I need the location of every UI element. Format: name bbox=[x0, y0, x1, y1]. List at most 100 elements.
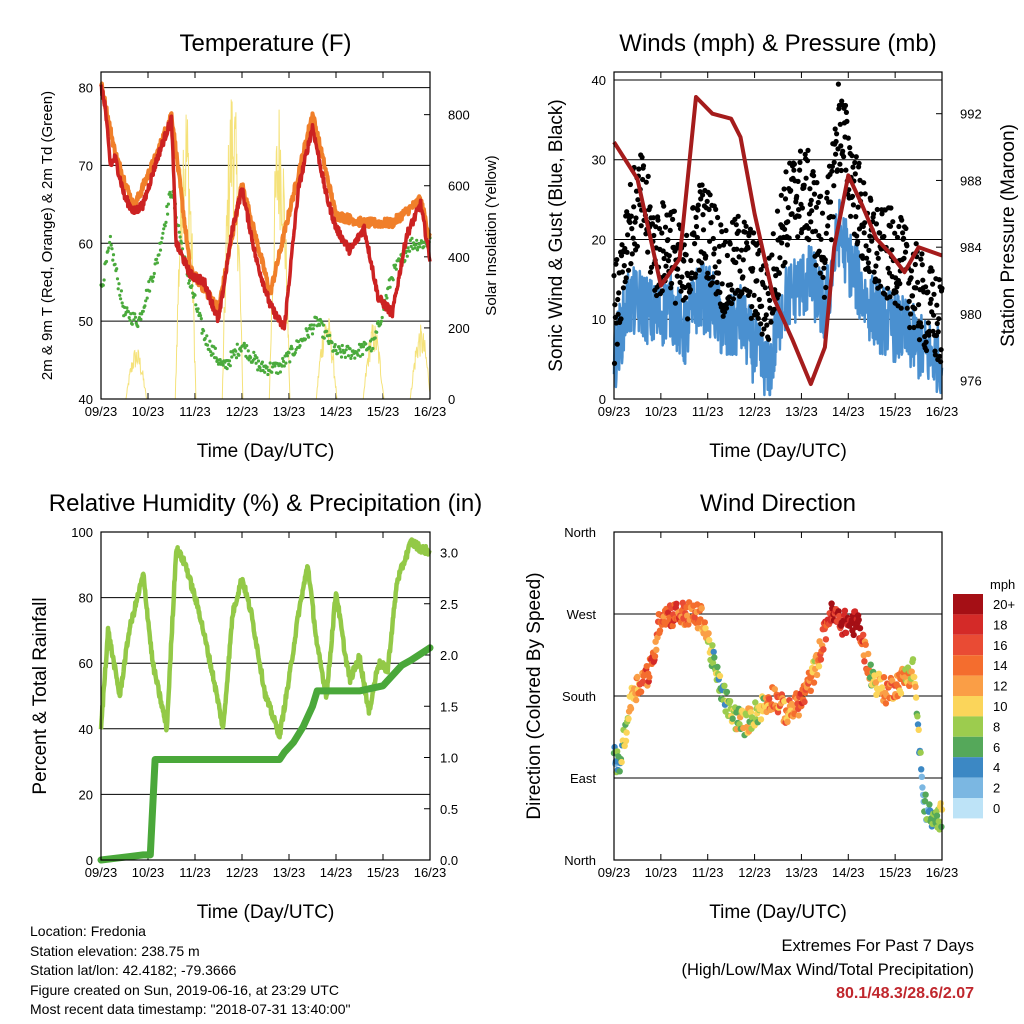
dewpoint-point bbox=[148, 289, 152, 293]
gust-point bbox=[695, 207, 701, 213]
dewpoint-point bbox=[318, 323, 322, 327]
direction-point bbox=[701, 619, 708, 626]
gust-point bbox=[707, 192, 713, 198]
dewpoint-point bbox=[128, 318, 132, 322]
direction-point bbox=[709, 659, 717, 667]
gust-point bbox=[618, 253, 625, 259]
panel-humidity: Relative Humidity (%) & Precipitation (i… bbox=[30, 490, 482, 923]
gust-point bbox=[722, 309, 728, 315]
dewpoint-point bbox=[132, 318, 136, 322]
direction-point bbox=[908, 668, 915, 675]
gust-point bbox=[925, 320, 932, 326]
dewpoint-point bbox=[239, 349, 243, 353]
gust-point bbox=[930, 328, 936, 334]
temperature-y2label: Solar Insolation (Yellow) bbox=[483, 155, 500, 315]
gust-point bbox=[934, 320, 940, 327]
dewpoint-point bbox=[285, 354, 289, 358]
gust-point bbox=[756, 296, 762, 303]
dewpoint-point bbox=[159, 241, 163, 245]
gust-point bbox=[831, 159, 837, 165]
gust-point bbox=[869, 238, 875, 244]
gust-point bbox=[759, 303, 765, 309]
direction-point bbox=[911, 673, 918, 681]
gust-point bbox=[767, 305, 773, 311]
dewpoint-point bbox=[209, 350, 213, 354]
gust-point bbox=[904, 305, 910, 311]
gust-point bbox=[619, 242, 625, 248]
dewpoint-point bbox=[151, 275, 156, 279]
winds-ytick-label: 0 bbox=[599, 392, 606, 407]
gust-point bbox=[818, 193, 824, 199]
gust-point bbox=[747, 289, 753, 295]
gust-point bbox=[628, 213, 634, 219]
dewpoint-point bbox=[254, 361, 258, 365]
gust-point bbox=[825, 223, 831, 229]
direction-xtick-label: 11/23 bbox=[692, 865, 724, 880]
dewpoint-point bbox=[287, 351, 291, 355]
direction-point bbox=[880, 674, 888, 681]
gust-point bbox=[771, 306, 777, 312]
dewpoint-point bbox=[379, 322, 383, 326]
gust-point bbox=[785, 219, 791, 225]
gust-point bbox=[763, 312, 769, 318]
dewpoint-point bbox=[281, 356, 285, 361]
gust-point bbox=[839, 98, 845, 104]
gust-point bbox=[650, 215, 657, 221]
dewpoint-point bbox=[145, 296, 149, 300]
direction-title: Wind Direction bbox=[700, 490, 856, 517]
gust-point bbox=[783, 169, 789, 175]
dewpoint-point bbox=[268, 361, 272, 365]
gust-point bbox=[742, 229, 748, 235]
gust-point bbox=[669, 280, 675, 287]
gust-point bbox=[811, 173, 817, 179]
direction-point bbox=[815, 663, 823, 670]
gust-point bbox=[636, 166, 642, 172]
gust-point bbox=[807, 186, 813, 192]
direction-point bbox=[937, 800, 944, 807]
dewpoint-point bbox=[108, 234, 112, 239]
gust-point bbox=[797, 148, 804, 154]
extremes-values: 80.1/48.3/28.6/2.07 bbox=[836, 985, 974, 1002]
direction-xtick-label: 12/23 bbox=[738, 865, 771, 880]
gust-point bbox=[888, 205, 894, 211]
direction-point bbox=[716, 672, 724, 680]
dewpoint-point bbox=[243, 346, 247, 350]
dewpoint-point bbox=[199, 317, 203, 321]
direction-point bbox=[836, 612, 843, 620]
gust-point bbox=[730, 296, 737, 302]
gust-point bbox=[661, 255, 667, 262]
humidity-y2tick-label: 1.0 bbox=[440, 751, 458, 766]
gust-point bbox=[711, 251, 717, 257]
direction-point bbox=[889, 677, 896, 684]
direction-point bbox=[673, 600, 680, 607]
legend-swatch bbox=[953, 675, 983, 696]
dewpoint-point bbox=[160, 236, 164, 240]
gust-point bbox=[700, 227, 707, 233]
dewpoint-point bbox=[133, 315, 138, 319]
dewpoint-point bbox=[245, 344, 249, 348]
gust-point bbox=[774, 208, 781, 214]
direction-point bbox=[909, 656, 917, 663]
direction-point bbox=[841, 607, 849, 614]
dewpoint-point bbox=[168, 190, 172, 194]
direction-ytick-label: South bbox=[562, 689, 596, 704]
dewpoint-point bbox=[282, 364, 286, 368]
dewpoint-point bbox=[158, 248, 163, 252]
direction-point bbox=[706, 636, 713, 644]
dewpoint-point bbox=[151, 279, 155, 283]
winds-ytick-label: 30 bbox=[592, 153, 606, 168]
direction-point bbox=[882, 700, 890, 707]
dewpoint-point bbox=[418, 245, 422, 249]
legend-label: 8 bbox=[993, 719, 1000, 734]
direction-xtick-label: 10/23 bbox=[645, 865, 678, 880]
legend-label: 14 bbox=[993, 658, 1007, 673]
temperature-ytick-label: 60 bbox=[79, 236, 93, 251]
gust-point bbox=[647, 269, 654, 275]
dewpoint-point bbox=[339, 355, 344, 359]
station-info: Location: Fredonia Station elevation: 23… bbox=[30, 922, 350, 1020]
gust-point bbox=[714, 279, 720, 285]
gust-point bbox=[625, 232, 631, 238]
gust-point bbox=[814, 180, 820, 186]
gust-point bbox=[696, 267, 702, 273]
dewpoint-point bbox=[333, 343, 337, 347]
